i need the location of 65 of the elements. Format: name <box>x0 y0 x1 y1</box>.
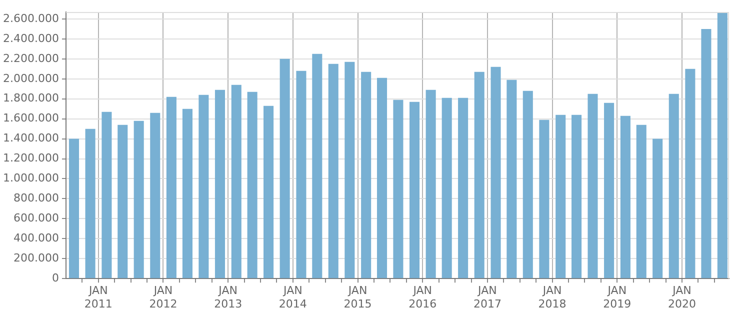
bar <box>668 94 679 278</box>
y-tick-label: 1.800.000 <box>3 92 59 105</box>
bar <box>701 28 712 278</box>
x-tick-label: JAN 2014 <box>278 284 307 310</box>
bar <box>556 114 566 278</box>
bar <box>134 120 144 278</box>
x-tick-label: JAN 2016 <box>408 284 437 310</box>
bar <box>296 70 306 278</box>
x-tick-label: JAN 2018 <box>538 284 566 310</box>
bar <box>588 94 598 278</box>
bar <box>458 98 468 278</box>
y-tick-label: 800.000 <box>13 192 59 205</box>
bar <box>474 72 484 278</box>
bar <box>312 54 322 278</box>
bar <box>85 128 96 278</box>
y-tick-label: 400.000 <box>13 232 59 245</box>
bar <box>522 90 533 278</box>
y-tick-label: 2.400.000 <box>3 32 59 45</box>
y-tick-label: 1.200.000 <box>3 152 59 165</box>
bar <box>247 92 258 278</box>
y-tick-label: 1.000.000 <box>3 172 59 185</box>
bar <box>68 138 80 278</box>
x-tick-label: JAN 2013 <box>214 284 242 310</box>
bar <box>264 106 274 278</box>
bar <box>361 72 372 278</box>
bar <box>442 98 452 278</box>
bar <box>328 64 338 278</box>
bar <box>198 94 209 278</box>
bar <box>118 124 128 278</box>
bar <box>166 96 176 278</box>
y-tick-label: 1.400.000 <box>3 132 59 145</box>
bar <box>393 100 404 278</box>
bar <box>376 78 388 278</box>
x-tick-label: JAN 2017 <box>473 284 502 310</box>
bar <box>182 108 192 278</box>
y-tick-label: 1.600.000 <box>3 112 59 125</box>
bar <box>636 124 646 278</box>
x-tick-label: JAN 2020 <box>668 284 696 310</box>
y-tick-label: 2.200.000 <box>3 52 59 65</box>
bar <box>102 112 112 278</box>
bar <box>572 114 582 278</box>
y-tick-label: 0 <box>52 271 59 284</box>
x-tick-label: JAN 2015 <box>344 284 372 310</box>
y-tick-label: 600.000 <box>13 212 59 225</box>
bar <box>652 138 663 278</box>
bar <box>150 112 160 278</box>
y-tick-label: 200.000 <box>13 251 59 264</box>
bar <box>604 102 614 278</box>
bar <box>214 90 226 278</box>
bar <box>539 120 550 278</box>
bar <box>506 80 517 278</box>
bar <box>344 62 355 278</box>
bar <box>620 116 630 278</box>
bar <box>231 84 242 278</box>
y-tick-label: 2.000.000 <box>3 72 59 85</box>
bar <box>685 68 696 278</box>
bar <box>426 90 436 278</box>
y-tick-label: 2.600.000 <box>3 12 59 25</box>
x-tick-label: JAN 2019 <box>603 284 632 310</box>
bar <box>409 102 420 278</box>
x-tick-label: JAN 2011 <box>84 284 112 310</box>
bar <box>280 58 290 278</box>
x-tick-label: JAN 2012 <box>149 284 178 310</box>
bar <box>490 66 501 278</box>
bar <box>717 13 728 278</box>
